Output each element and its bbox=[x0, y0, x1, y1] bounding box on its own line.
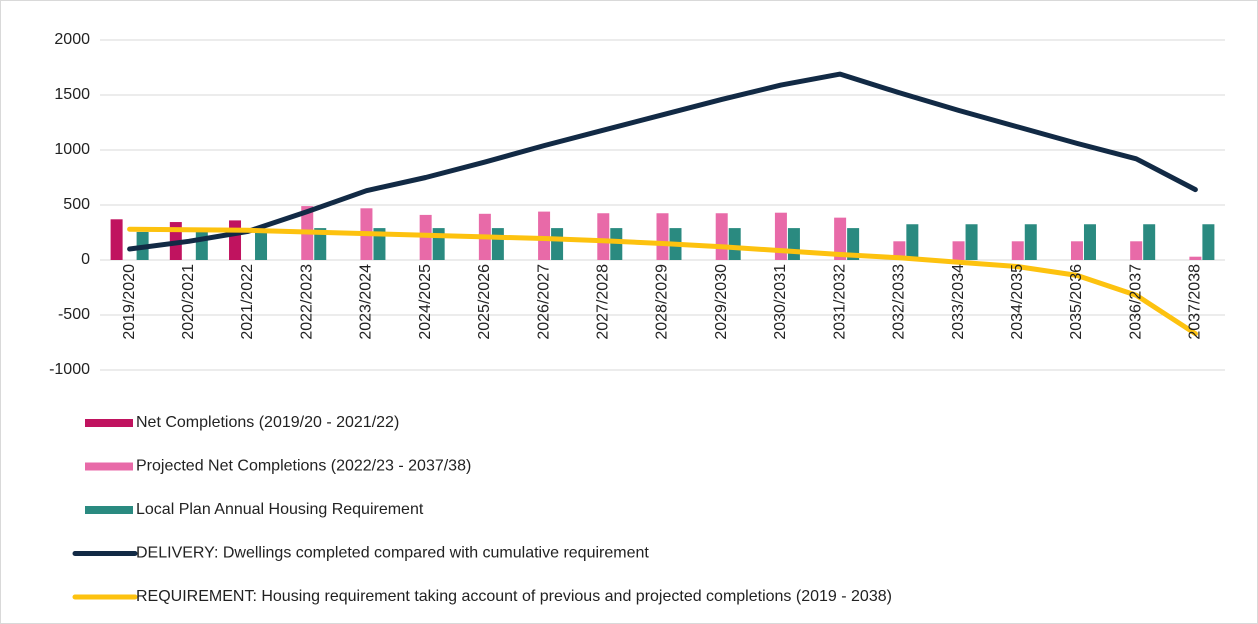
x-tick-label: 2024/2025 bbox=[417, 264, 434, 340]
x-tick-label: 2029/2030 bbox=[713, 264, 730, 340]
bar bbox=[715, 213, 728, 260]
bar bbox=[610, 228, 623, 260]
y-tick-label: -500 bbox=[58, 306, 90, 323]
x-tick-label: 2027/2028 bbox=[595, 264, 612, 340]
bar bbox=[656, 213, 669, 260]
legend-label: Projected Net Completions (2022/23 - 203… bbox=[136, 458, 471, 475]
legend-label: REQUIREMENT: Housing requirement taking … bbox=[136, 588, 892, 605]
bar bbox=[255, 231, 268, 260]
y-tick-label: 1500 bbox=[54, 86, 90, 103]
bar bbox=[229, 220, 242, 260]
bar bbox=[1024, 224, 1037, 260]
x-tick-label: 2022/2023 bbox=[298, 264, 315, 340]
x-tick-label: 2031/2032 bbox=[831, 264, 848, 340]
bar bbox=[787, 228, 800, 260]
bar bbox=[597, 213, 610, 260]
x-tick-label: 2026/2027 bbox=[535, 264, 552, 340]
x-tick-label: 2023/2024 bbox=[358, 264, 375, 340]
x-tick-label: 2019/2020 bbox=[121, 264, 138, 340]
line bbox=[127, 71, 1198, 252]
legend-key bbox=[85, 506, 133, 514]
x-tick-label: 2032/2033 bbox=[891, 264, 908, 340]
x-tick-label: 2025/2026 bbox=[476, 264, 493, 340]
bar bbox=[952, 241, 965, 260]
bar bbox=[1130, 241, 1143, 260]
bar bbox=[906, 224, 919, 260]
x-tick-label: 2034/2035 bbox=[1009, 264, 1026, 340]
x-tick-label: 2033/2034 bbox=[950, 264, 967, 340]
bar bbox=[314, 228, 327, 260]
y-tick-label: 2000 bbox=[54, 31, 90, 48]
legend-label: Local Plan Annual Housing Requirement bbox=[136, 501, 424, 518]
y-tick-label: 0 bbox=[81, 251, 90, 268]
legend-label: DELIVERY: Dwellings completed compared w… bbox=[136, 545, 649, 562]
bar bbox=[728, 228, 741, 260]
bar bbox=[538, 211, 551, 260]
x-tick-label: 2021/2022 bbox=[239, 264, 256, 340]
bar bbox=[1070, 241, 1083, 260]
bar bbox=[1143, 224, 1156, 260]
bar bbox=[1189, 256, 1202, 260]
x-tick-label: 2028/2029 bbox=[654, 264, 671, 340]
bar bbox=[432, 228, 445, 260]
bar bbox=[965, 224, 978, 260]
bar bbox=[1083, 224, 1096, 260]
bar bbox=[110, 219, 123, 260]
legend-key bbox=[85, 462, 133, 471]
bar bbox=[1011, 241, 1024, 260]
bar bbox=[847, 228, 860, 260]
y-tick-label: 500 bbox=[63, 196, 90, 213]
x-tick-label: 2037/2038 bbox=[1187, 264, 1204, 340]
line bbox=[127, 226, 1198, 337]
x-tick-label: 2030/2031 bbox=[772, 264, 789, 340]
legend-label: Net Completions (2019/20 - 2021/22) bbox=[136, 414, 399, 431]
x-tick-label: 2036/2037 bbox=[1127, 264, 1144, 340]
y-tick-label: 1000 bbox=[54, 141, 90, 158]
y-tick-label: -1000 bbox=[49, 361, 90, 378]
legend-key bbox=[85, 419, 133, 427]
x-tick-label: 2020/2021 bbox=[180, 264, 197, 340]
bar bbox=[1202, 224, 1215, 260]
bar bbox=[491, 228, 504, 260]
bar bbox=[551, 228, 564, 260]
bar bbox=[834, 217, 847, 260]
x-tick-label: 2035/2036 bbox=[1068, 264, 1085, 340]
